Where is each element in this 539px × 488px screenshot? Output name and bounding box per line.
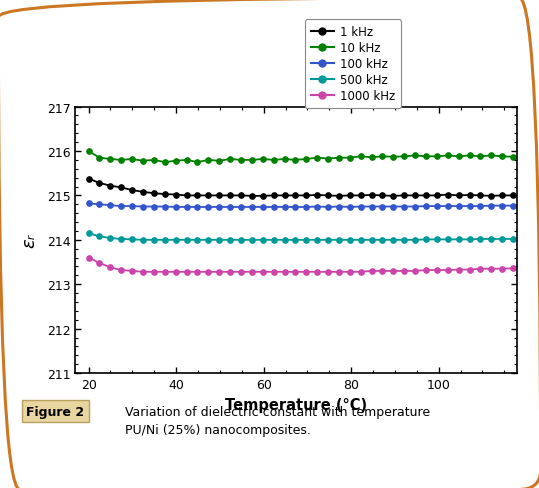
Text: Figure 2: Figure 2	[26, 405, 85, 418]
Legend: 1 kHz, 10 kHz, 100 kHz, 500 kHz, 1000 kHz: 1 kHz, 10 kHz, 100 kHz, 500 kHz, 1000 kH…	[305, 20, 402, 109]
X-axis label: Temperature (°C): Temperature (°C)	[225, 397, 368, 412]
Y-axis label: εᵣ: εᵣ	[20, 233, 38, 247]
Text: Variation of dielectric constant with temperature
PU/Ni (25%) nanocomposites.: Variation of dielectric constant with te…	[125, 405, 430, 436]
